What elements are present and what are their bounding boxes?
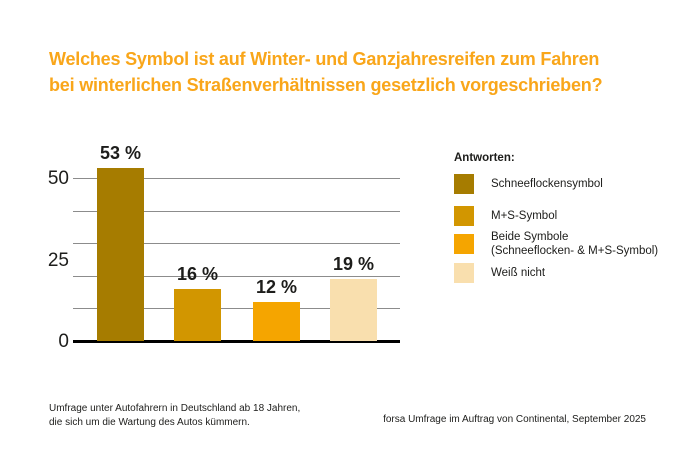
gridline-50 (73, 178, 400, 179)
y-axis-tick-25: 25 (47, 249, 69, 271)
legend-label: Beide Symbole (Schneeflocken- & M+S-Symb… (491, 231, 659, 257)
bar-weiß-nicht (330, 279, 377, 341)
legend: Antworten: Schneeflockensymbol M+S-Symbo… (454, 152, 684, 283)
bar-value-label-schneeflockensymbol: 53 % (99, 143, 142, 164)
footnote-source: forsa Umfrage im Auftrag von Continental… (383, 414, 646, 425)
gridline-10 (73, 308, 400, 310)
gridline-30 (73, 243, 400, 245)
page-title-line1: Welches Symbol ist auf Winter- und Ganzj… (49, 49, 600, 69)
bar-value-label-beide-symbole-schneeflocken-m+s-symbol: 12 % (255, 276, 298, 297)
bar-m+s-symbol (174, 288, 221, 341)
legend-item-schneeflockensymbol: Schneeflockensymbol (454, 174, 603, 194)
bar-beide-symbole-schneeflocken-m+s-symbol (253, 301, 300, 341)
legend-swatch (454, 234, 474, 254)
gridline-40 (73, 210, 400, 212)
bar-schneeflockensymbol (97, 168, 144, 341)
y-axis-tick-0: 0 (58, 331, 69, 352)
bar-value-label-m+s-symbol: 16 % (176, 263, 219, 284)
y-axis-tick-50: 50 (47, 168, 69, 189)
footnote-survey-sample: Umfrage unter Autofahrern in Deutschland… (49, 403, 301, 428)
bar-chart: 0 25 50 53 % 16 % 12 % 19 % (48, 140, 400, 352)
legend-label: Schneeflockensymbol (491, 178, 603, 190)
page-title-line2: bei winterlichen Straßenverhältnissen ge… (49, 75, 603, 95)
bar-value-label-weiß-nicht: 19 % (332, 254, 375, 275)
legend-swatch (454, 206, 474, 226)
legend-label: Weiß nicht (491, 267, 546, 279)
legend-item-weiss-nicht: Weiß nicht (454, 263, 545, 283)
gridline-20 (73, 275, 400, 277)
x-axis-baseline (73, 340, 400, 343)
legend-title: Antworten: (454, 152, 515, 164)
legend-swatch (454, 174, 474, 194)
page-title: Welches Symbol ist auf Winter- und Ganzj… (49, 46, 603, 98)
legend-label: M+S-Symbol (491, 210, 558, 222)
legend-item-ms-symbol: M+S-Symbol (454, 206, 557, 226)
legend-item-beide-symbole: Beide Symbole (Schneeflocken- & M+S-Symb… (454, 231, 658, 257)
legend-swatch (454, 263, 474, 283)
